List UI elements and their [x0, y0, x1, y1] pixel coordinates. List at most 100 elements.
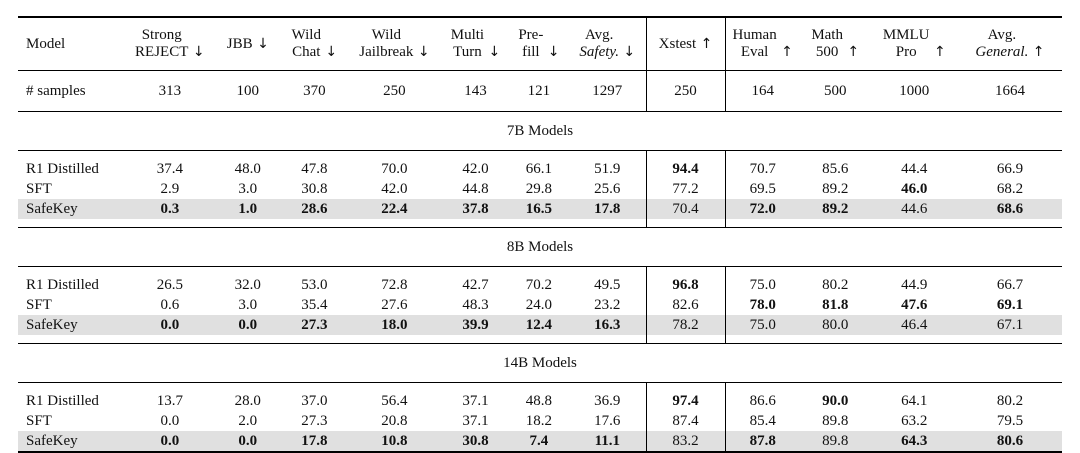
- up-arrow-icon: ↑: [776, 44, 793, 60]
- table-cell: 22.4: [346, 199, 443, 219]
- table-cell: 313: [158, 83, 182, 99]
- up-arrow-icon: ↑: [1028, 44, 1045, 60]
- column-header-9: Human Eval ↑: [725, 17, 800, 71]
- table-cell: 48.3: [462, 297, 489, 313]
- spacer-cell: [725, 335, 1062, 344]
- table-cell: 44.6: [870, 199, 958, 219]
- column-header-6: Pre-fill ↓: [508, 17, 570, 71]
- spacer-cell: [18, 335, 646, 344]
- table-cell: 143: [464, 83, 487, 99]
- spacer-row: [18, 150, 1062, 160]
- column-header-line1: Wild: [371, 27, 401, 43]
- table-cell: 27.3: [282, 315, 347, 335]
- column-header-line1: Model: [26, 36, 66, 52]
- table-cell: 0.3: [126, 199, 214, 219]
- table-cell: 87.8: [725, 431, 800, 453]
- table-cell: 0.6: [160, 297, 180, 313]
- table-cell: 89.2: [799, 199, 871, 219]
- results-table-container: Model Strong REJECT ↓ JBB ↓ Wild Chat ↓ Wild Ja…: [18, 16, 1062, 453]
- table-row: R1 Distilled 13.7 28.0 37.0 56.4 37.1 48.8 36.9…: [18, 391, 1062, 411]
- table-cell: 250: [645, 70, 726, 112]
- table-cell: 49.5: [594, 277, 621, 293]
- table-cell: 23.2: [594, 297, 621, 313]
- column-header-line2: Turn: [453, 44, 482, 60]
- column-header-10: Math 500 ↑: [799, 17, 871, 71]
- table-cell: 87.4: [645, 411, 726, 431]
- column-header-1: Strong REJECT ↓: [126, 17, 214, 71]
- table-cell: 86.6: [749, 393, 776, 409]
- spacer-cell: [725, 383, 1062, 392]
- table-cell: 164: [751, 83, 774, 99]
- table-cell: 37.1: [462, 413, 489, 429]
- table-cell: 44.9: [901, 277, 928, 293]
- table-cell: 1297: [592, 83, 623, 99]
- table-cell: 56.4: [381, 393, 408, 409]
- table-cell: 28.6: [282, 199, 347, 219]
- table-cell: 80.6: [957, 431, 1062, 453]
- table-cell: 39.9: [442, 315, 509, 335]
- header-row: Model Strong REJECT ↓ JBB ↓ Wild Chat ↓ Wild Ja…: [18, 17, 1062, 71]
- table-cell: 0.0: [213, 431, 283, 453]
- table-cell: 68.2: [996, 181, 1024, 197]
- table-cell: 80.0: [799, 315, 871, 335]
- table-cell: 75.0: [749, 277, 776, 293]
- table-cell: 70.7: [749, 161, 776, 177]
- up-arrow-icon: ↑: [929, 44, 946, 60]
- table-cell: 66.7: [996, 277, 1024, 293]
- table-cell: 100: [236, 83, 260, 99]
- column-header-line2: Jailbreak: [359, 44, 414, 60]
- results-table: Model Strong REJECT ↓ JBB ↓ Wild Chat ↓ Wild Ja…: [18, 16, 1062, 453]
- table-cell: 24.0: [525, 297, 553, 313]
- table-cell: 42.0: [462, 161, 489, 177]
- table-cell: 1000: [899, 83, 930, 99]
- table-cell: 250: [383, 83, 406, 99]
- table-cell: 18.0: [346, 315, 443, 335]
- table-cell: SFT: [26, 181, 52, 197]
- table-cell: 70.4: [645, 199, 726, 219]
- table-cell: 28.0: [234, 393, 261, 409]
- table-cell: 68.6: [957, 199, 1062, 219]
- table-cell: 72.0: [725, 199, 800, 219]
- spacer-cell: [18, 267, 646, 276]
- down-arrow-icon: ↓: [484, 44, 501, 60]
- table-body: # samples 313 100 370 250 143 121 1297 250 164 500…: [18, 70, 1062, 453]
- table-cell: 27.3: [301, 413, 328, 429]
- column-header-line2: fill: [522, 44, 540, 60]
- column-header-line1: Math: [811, 27, 843, 43]
- table-cell: 26.5: [156, 277, 183, 293]
- column-header-7: Avg. Safety. ↓: [569, 17, 647, 71]
- table-cell: 37.8: [442, 199, 509, 219]
- down-arrow-icon: ↓: [252, 36, 269, 52]
- table-cell: 17.8: [569, 199, 647, 219]
- table-cell: 66.1: [525, 161, 553, 177]
- table-row: SafeKey 0.0 0.0 17.8 10.8 30.8 7.4 11.1 83.2 87.8…: [18, 431, 1062, 453]
- table-cell: 47.8: [301, 161, 328, 177]
- table-cell: 64.3: [870, 431, 958, 453]
- column-header-line2: 500: [815, 44, 839, 60]
- column-header-line1: Wild: [291, 27, 321, 43]
- column-header-line2: Eval: [740, 44, 769, 60]
- table-cell: 64.1: [901, 393, 928, 409]
- table-cell: 12.4: [508, 315, 570, 335]
- table-cell: 72.8: [381, 277, 408, 293]
- spacer-cell: [725, 151, 1062, 160]
- down-arrow-icon: ↓: [188, 44, 205, 60]
- table-cell: 0.0: [126, 431, 214, 453]
- table-cell: 90.0: [822, 393, 849, 409]
- spacer-cell: [18, 219, 646, 228]
- spacer-row: [18, 266, 1062, 276]
- table-cell: 27.6: [381, 297, 408, 313]
- table-cell: 48.0: [234, 161, 261, 177]
- table-cell: 42.0: [381, 181, 408, 197]
- column-header-4: Wild Jailbreak ↓: [346, 17, 443, 71]
- table-cell: 97.4: [645, 391, 726, 411]
- table-cell: 3.0: [238, 181, 258, 197]
- table-cell: 79.5: [996, 413, 1024, 429]
- section-title: 7B Models: [18, 111, 1062, 151]
- table-cell: 85.4: [749, 413, 776, 429]
- table-row: R1 Distilled 26.5 32.0 53.0 72.8 42.7 70.2 49.5…: [18, 275, 1062, 295]
- down-arrow-icon: ↓: [543, 44, 560, 60]
- up-arrow-icon: ↑: [696, 36, 713, 52]
- column-header-line2: Safety.: [579, 44, 619, 60]
- table-cell: 0.0: [160, 413, 180, 429]
